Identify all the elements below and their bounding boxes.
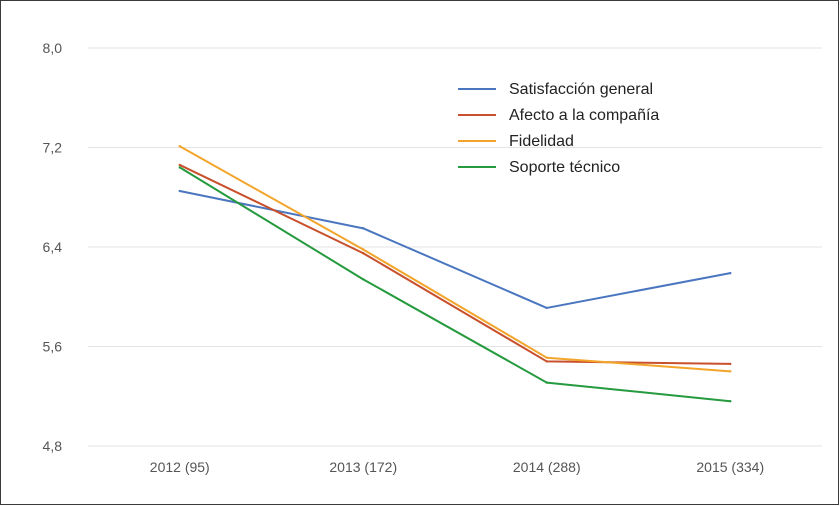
y-tick-label: 4,8 bbox=[43, 438, 63, 454]
data-point bbox=[545, 356, 548, 359]
data-point bbox=[545, 381, 548, 384]
y-tick-label: 5,6 bbox=[43, 339, 63, 355]
series-line-3 bbox=[179, 145, 731, 373]
data-point bbox=[545, 306, 548, 310]
data-point bbox=[362, 227, 365, 230]
data-point bbox=[178, 166, 181, 169]
data-point bbox=[729, 400, 732, 403]
series-lines bbox=[178, 145, 732, 403]
data-point bbox=[178, 145, 181, 148]
x-tick-label: 2013 (172) bbox=[329, 459, 397, 475]
legend-label: Afecto a la compañía bbox=[509, 107, 659, 124]
series-line-2 bbox=[179, 164, 731, 365]
legend-label: Soporte técnico bbox=[509, 159, 620, 176]
y-tick-label: 7,2 bbox=[43, 140, 63, 156]
data-point bbox=[178, 163, 181, 167]
data-point bbox=[729, 271, 732, 275]
series-line-1 bbox=[179, 190, 731, 309]
y-tick-label: 6,4 bbox=[43, 239, 63, 255]
y-tick-label: 8,0 bbox=[43, 40, 63, 56]
series-line-4 bbox=[179, 166, 731, 403]
data-point bbox=[362, 248, 365, 251]
gridlines bbox=[88, 47, 822, 447]
data-point bbox=[362, 278, 365, 281]
data-point bbox=[729, 362, 732, 366]
x-tick-label: 2014 (288) bbox=[513, 459, 581, 475]
data-point bbox=[729, 370, 732, 373]
x-tick-label: 2012 (95) bbox=[150, 459, 210, 475]
legend-label: Satisfacción general bbox=[509, 81, 653, 98]
x-tick-label: 2015 (334) bbox=[696, 459, 764, 475]
x-axis-ticks: 2012 (95) 2013 (172) 2014 (288) 2015 (334) bbox=[150, 459, 764, 475]
data-point bbox=[545, 360, 548, 363]
legend-label: Fidelidad bbox=[509, 133, 574, 150]
data-point bbox=[362, 252, 365, 255]
y-axis-ticks: 8,0 7,2 6,4 5,6 4,8 bbox=[43, 40, 63, 454]
data-point bbox=[178, 189, 181, 193]
legend: Satisfacción general Afecto a la compañía… bbox=[458, 81, 659, 176]
